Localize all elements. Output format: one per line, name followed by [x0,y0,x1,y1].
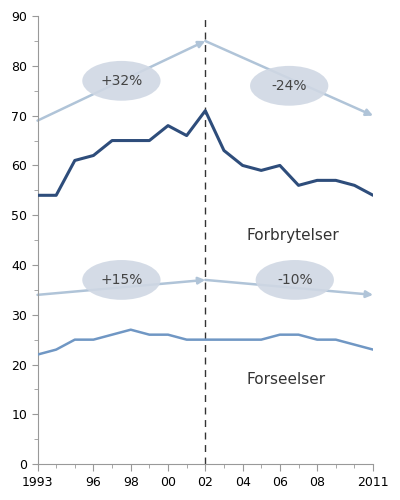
Text: Forseelser: Forseelser [246,372,326,387]
Ellipse shape [82,61,160,100]
Ellipse shape [256,260,334,300]
Text: Forbrytelser: Forbrytelser [246,228,339,242]
Text: +32%: +32% [100,74,142,88]
Ellipse shape [250,66,328,106]
Ellipse shape [82,260,160,300]
Text: +15%: +15% [100,273,143,287]
Text: -10%: -10% [277,273,312,287]
Text: -24%: -24% [272,79,307,93]
